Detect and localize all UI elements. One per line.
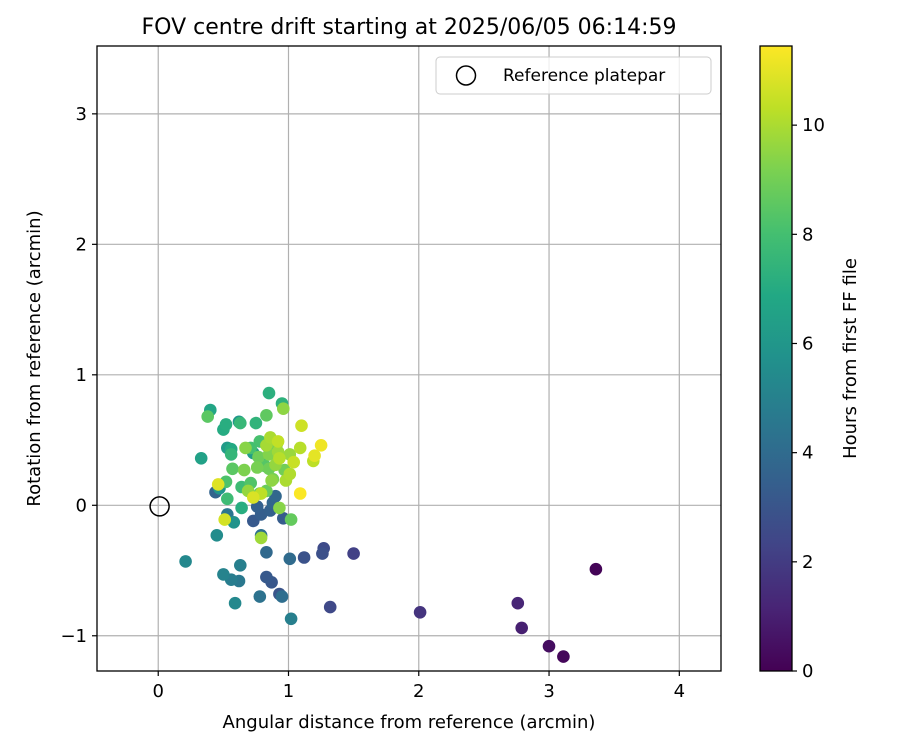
y-tick-label: 2 xyxy=(76,234,87,255)
colorbar-gradient xyxy=(759,45,793,672)
data-point xyxy=(284,513,298,526)
legend-label: Reference platepar xyxy=(503,66,665,86)
data-point xyxy=(347,547,360,560)
x-tick-label: 1 xyxy=(283,681,294,702)
data-point xyxy=(194,452,208,465)
data-point xyxy=(542,639,556,653)
data-point xyxy=(269,489,282,503)
y-tick-label: −1 xyxy=(60,626,87,647)
data-point xyxy=(297,551,311,564)
data-point xyxy=(413,606,427,619)
x-tick-label: 3 xyxy=(543,681,554,702)
x-axis-label: Angular distance from reference (arcmin) xyxy=(223,712,596,733)
data-point xyxy=(260,570,273,584)
data-point xyxy=(295,419,308,433)
data-point xyxy=(234,416,247,430)
data-point xyxy=(210,529,224,542)
data-point xyxy=(323,600,337,614)
data-point xyxy=(211,478,225,491)
x-tick-label: 2 xyxy=(413,681,424,702)
x-tick-label: 4 xyxy=(674,681,685,702)
data-point xyxy=(293,487,307,500)
data-point xyxy=(283,552,297,566)
colorbar-tick-label: 0 xyxy=(802,661,813,682)
plot-frame xyxy=(96,45,722,672)
data-point xyxy=(277,402,290,416)
data-point xyxy=(515,621,528,635)
legend: Reference platepar xyxy=(435,56,712,95)
grid xyxy=(97,46,721,671)
data-point xyxy=(557,650,570,663)
data-point xyxy=(217,568,230,581)
colorbar: 0 2 4 6 8 10 Hours from first FF file xyxy=(759,45,861,682)
data-point xyxy=(235,501,248,515)
data-point xyxy=(265,474,278,487)
data-point xyxy=(271,435,285,448)
data-point xyxy=(316,547,329,560)
data-point xyxy=(224,448,238,461)
data-point xyxy=(287,455,301,469)
y-tick-label: 0 xyxy=(76,495,87,516)
legend-box xyxy=(435,56,712,95)
data-point xyxy=(252,450,265,464)
data-point xyxy=(218,513,231,526)
data-point xyxy=(283,467,297,481)
data-point xyxy=(239,441,252,455)
data-points xyxy=(179,386,603,663)
data-point xyxy=(221,492,234,506)
colorbar-tick-label: 8 xyxy=(802,224,813,245)
y-axis-ticks: −1 0 1 2 3 xyxy=(60,104,97,647)
legend-marker xyxy=(455,65,477,86)
data-point xyxy=(237,463,251,477)
y-tick-label: 1 xyxy=(76,365,87,386)
data-point xyxy=(273,501,286,515)
data-point xyxy=(284,612,298,626)
colorbar-ticks: 0 2 4 6 8 10 xyxy=(792,115,825,682)
data-point xyxy=(293,441,307,455)
reference-platepar-marker xyxy=(149,496,170,517)
y-axis-label: Rotation from reference (arcmin) xyxy=(24,210,45,506)
data-point xyxy=(234,559,247,572)
x-axis-ticks: 0 1 2 3 4 xyxy=(153,671,685,702)
y-tick-label: 3 xyxy=(76,104,87,125)
data-point xyxy=(275,590,289,603)
data-point xyxy=(273,452,286,465)
data-point xyxy=(219,418,233,431)
data-point xyxy=(314,439,328,452)
colorbar-label: Hours from first FF file xyxy=(840,258,861,459)
data-point xyxy=(260,546,273,559)
data-point xyxy=(260,409,273,422)
colorbar-tick-label: 4 xyxy=(802,443,813,464)
data-point xyxy=(253,590,267,603)
x-tick-label: 0 xyxy=(153,681,164,702)
data-point xyxy=(226,462,239,476)
data-point xyxy=(511,596,525,610)
data-point xyxy=(254,531,268,545)
chart-title: FOV centre drift starting at 2025/06/05 … xyxy=(142,15,677,40)
data-point xyxy=(262,386,276,400)
data-point xyxy=(249,416,263,430)
data-point xyxy=(589,562,603,576)
data-point xyxy=(179,555,192,568)
data-point xyxy=(250,461,264,474)
colorbar-tick-label: 2 xyxy=(802,552,813,573)
data-point xyxy=(308,449,321,463)
data-point xyxy=(201,410,214,423)
colorbar-tick-label: 10 xyxy=(802,115,825,136)
data-point xyxy=(247,491,260,504)
data-point xyxy=(228,596,242,610)
colorbar-tick-label: 6 xyxy=(802,333,813,354)
